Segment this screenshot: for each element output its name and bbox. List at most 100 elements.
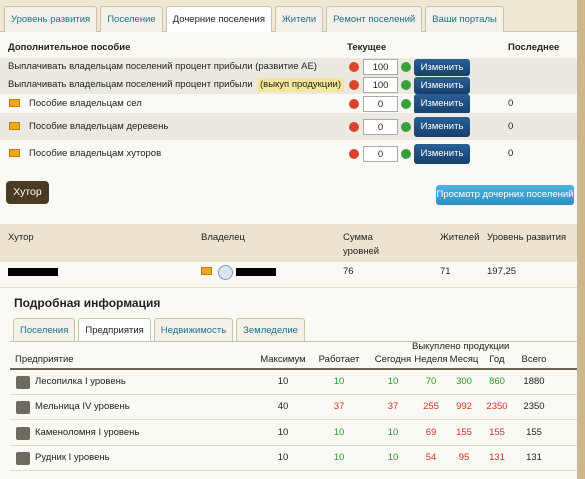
envelope-icon (9, 121, 20, 130)
redacted-name (8, 268, 58, 276)
current-input[interactable]: 0 (363, 145, 398, 162)
plus-button[interactable] (401, 98, 411, 109)
detail-value: 10 (277, 427, 289, 438)
last-value: 0 (508, 97, 514, 109)
enterprise-icon (16, 376, 30, 389)
tab[interactable]: Поселение (100, 6, 163, 32)
detail-value: 10 (333, 376, 345, 387)
current-input[interactable]: 100 (363, 59, 398, 75)
tab[interactable]: Недвижимость (153, 318, 234, 341)
col-header: Сумма уровней домов (343, 232, 380, 271)
enterprise-name: Рудник I уровень (35, 452, 110, 463)
plus-button[interactable] (401, 80, 411, 90)
change-button[interactable]: Изменить (414, 116, 470, 137)
header-rule (10, 368, 577, 370)
change-button[interactable]: Изменить (414, 76, 470, 94)
detail-header: Всего (521, 354, 547, 365)
main-tabs: Уровень развития Поселение Дочерние поселе… (4, 6, 504, 32)
allowance-label: Пособие владельцам сел (29, 97, 142, 109)
detail-value: 1880 (523, 376, 545, 387)
detail-row (10, 370, 577, 395)
last-header: Последнее (508, 42, 560, 53)
enterprise-name: Каменоломня I уровень (35, 427, 140, 438)
detail-header: Неделя (414, 354, 448, 365)
envelope-icon[interactable] (201, 267, 212, 275)
detail-value: 10 (333, 427, 345, 438)
allowance-label: Пособие владельцам хуторов (29, 147, 162, 159)
allowance-row (0, 113, 577, 140)
enterprise-icon (16, 452, 30, 465)
envelope-icon (9, 148, 20, 157)
settlement-header-bg (0, 224, 577, 262)
allowance-row (0, 140, 577, 167)
group-header: Выкуплено продукции (412, 341, 510, 352)
detail-value: 155 (456, 427, 472, 438)
allowance-label: Выплачивать владельцам поселений процент… (8, 61, 317, 72)
detail-header: Месяц (449, 354, 479, 365)
detail-value: 131 (489, 452, 505, 463)
houses-value: 76 (343, 266, 354, 277)
avatar[interactable] (218, 265, 233, 280)
change-button[interactable]: Изменить (414, 143, 470, 164)
col-header: Владелец (201, 232, 245, 243)
detail-value: 255 (423, 401, 439, 412)
tab[interactable]: Уровень развития (4, 6, 98, 32)
enterprise-name: Мельница IV уровень (35, 401, 130, 412)
plus-button[interactable] (401, 121, 411, 132)
detail-value: 155 (526, 427, 542, 438)
allowance-header: Дополнительное пособие (8, 42, 131, 53)
detail-value: 860 (489, 376, 505, 387)
highlight-label: (выкуп продукции) (257, 78, 345, 92)
current-input[interactable]: 0 (363, 118, 398, 135)
minus-button[interactable] (349, 62, 359, 72)
current-header: Текущее (347, 42, 387, 53)
details-title: Подробная информация (14, 296, 161, 310)
last-value: 0 (508, 120, 514, 132)
detail-value: 2350 (486, 401, 508, 412)
detail-value: 10 (277, 452, 289, 463)
tab[interactable]: Дочерние поселения (165, 6, 272, 32)
plus-button[interactable] (401, 148, 411, 159)
detail-row (10, 421, 577, 446)
col-header: Уровень развития (487, 232, 567, 243)
detail-header: Сегодня (374, 354, 412, 365)
tab[interactable]: Земледелие (236, 318, 305, 341)
detail-value: 10 (277, 376, 289, 387)
minus-button[interactable] (349, 121, 359, 132)
details-tab-line (10, 341, 577, 342)
allowance-label: Выплачивать владельцам поселений процент… (8, 79, 253, 90)
view-button[interactable]: Просмотр дочерних поселений (436, 185, 574, 205)
detail-value: 69 (425, 427, 437, 438)
detail-header: Год (489, 354, 505, 365)
last-value: 0 (508, 147, 514, 159)
minus-button[interactable] (349, 98, 359, 109)
residents-value: 71 (440, 266, 451, 277)
detail-value: 70 (425, 376, 437, 387)
detail-value: 37 (333, 401, 345, 412)
enterprise-icon (16, 427, 30, 440)
change-button[interactable]: Изменить (414, 93, 470, 114)
level-value: 197,25 (487, 266, 517, 277)
redacted-owner (236, 268, 276, 276)
detail-value: 992 (456, 401, 472, 412)
detail-value: 10 (387, 376, 399, 387)
detail-header: Максимум (260, 354, 306, 365)
tab[interactable]: Ремонт поселений (326, 6, 423, 32)
plus-button[interactable] (401, 62, 411, 72)
tab[interactable]: Предприятия (78, 318, 151, 341)
minus-button[interactable] (349, 80, 359, 90)
tab[interactable]: Жители (275, 6, 324, 32)
current-input[interactable]: 0 (363, 95, 398, 112)
tab[interactable]: Поселения (13, 318, 76, 341)
detail-value: 37 (387, 401, 399, 412)
detail-value: 54 (425, 452, 437, 463)
detail-value: 10 (387, 427, 399, 438)
minus-button[interactable] (349, 148, 359, 159)
tab[interactable]: Ваши порталы (425, 6, 504, 32)
current-input[interactable]: 100 (363, 77, 398, 93)
settlement-row (0, 262, 577, 288)
detail-value: 131 (526, 452, 542, 463)
change-button[interactable]: Изменить (414, 58, 470, 76)
detail-value: 2350 (523, 401, 545, 412)
